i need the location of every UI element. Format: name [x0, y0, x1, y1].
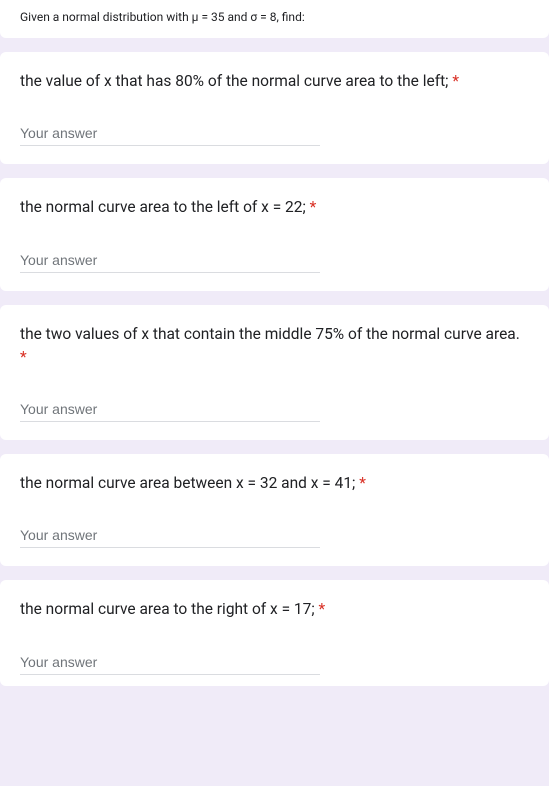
required-marker: *	[310, 198, 317, 216]
question-text: the value of x that has 80% of the norma…	[20, 70, 529, 93]
question-card-3: the two values of x that contain the mid…	[0, 305, 549, 441]
question-2-label: the normal curve area to the left of x =…	[20, 198, 306, 216]
question-text: the two values of x that contain the mid…	[20, 323, 529, 370]
question-text: the normal curve area to the right of x …	[20, 598, 529, 621]
question-3-label: the two values of x that contain the mid…	[20, 325, 520, 343]
question-4-label: the normal curve area between x = 32 and…	[20, 474, 355, 492]
required-marker: *	[319, 600, 326, 618]
answer-input-2[interactable]	[20, 248, 320, 273]
answer-input-4[interactable]	[20, 523, 320, 548]
question-card-1: the value of x that has 80% of the norma…	[0, 52, 549, 164]
answer-input-3[interactable]	[20, 397, 320, 422]
answer-input-5[interactable]	[20, 650, 320, 675]
question-1-label: the value of x that has 80% of the norma…	[20, 72, 448, 90]
form-description: Given a normal distribution with μ = 35 …	[20, 10, 305, 24]
question-card-4: the normal curve area between x = 32 and…	[0, 454, 549, 566]
answer-input-1[interactable]	[20, 121, 320, 146]
required-marker: *	[359, 474, 366, 492]
question-text: the normal curve area between x = 32 and…	[20, 472, 529, 495]
required-marker: *	[452, 72, 459, 90]
question-card-2: the normal curve area to the left of x =…	[0, 178, 549, 290]
required-marker: *	[20, 348, 27, 366]
form-header: Given a normal distribution with μ = 35 …	[0, 0, 549, 38]
question-5-label: the normal curve area to the right of x …	[20, 600, 315, 618]
question-card-5: the normal curve area to the right of x …	[0, 580, 549, 685]
question-text: the normal curve area to the left of x =…	[20, 196, 529, 219]
